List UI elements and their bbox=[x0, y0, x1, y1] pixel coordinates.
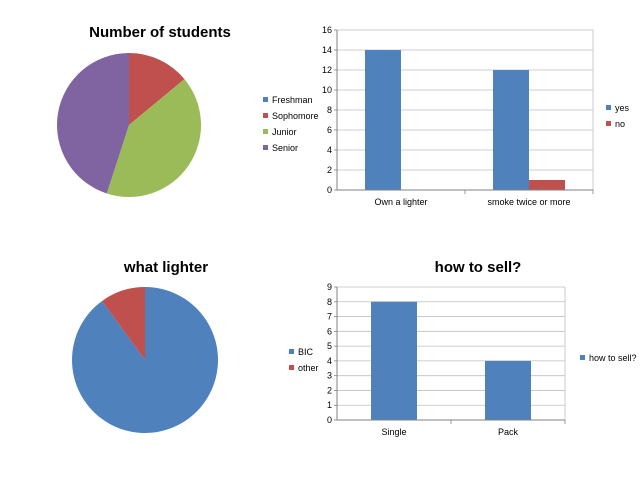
x-tick-label: Pack bbox=[498, 427, 519, 437]
lighter-smoke-bar-chart: 0 2 4 6 8 10 12 14 16 Own a lighter smoke twice or… bbox=[322, 25, 630, 207]
legend-swatch-bic bbox=[289, 349, 294, 354]
students-pie-chart: Number of students Freshman Sophomore Juni… bbox=[57, 24, 319, 198]
legend-label-sophomore: Sophomore bbox=[272, 111, 319, 121]
y-tick-label: 4 bbox=[327, 356, 332, 366]
legend-label-no: no bbox=[615, 119, 625, 129]
x-tick-label: Own a lighter bbox=[374, 197, 427, 207]
legend-swatch-no bbox=[606, 121, 611, 126]
legend-swatch-yes bbox=[606, 105, 611, 110]
bar-how-to-sell-pack bbox=[485, 360, 531, 420]
pie-slice-sophomore bbox=[129, 53, 185, 125]
y-tick-label: 5 bbox=[327, 341, 332, 351]
y-tick-label: 0 bbox=[327, 415, 332, 425]
legend-swatch-how-to-sell bbox=[580, 355, 585, 360]
y-tick-label: 2 bbox=[327, 165, 332, 175]
how-to-sell-bar-chart: how to sell? 0 1 2 3 4 5 6 7 8 9 Single Pack how to… bbox=[327, 259, 637, 437]
legend-swatch-junior bbox=[263, 129, 268, 134]
legend-label-senior: Senior bbox=[272, 143, 298, 153]
bar-yes-smoke-twice-or-more bbox=[493, 70, 529, 190]
y-tick-label: 6 bbox=[327, 125, 332, 135]
y-tick-label: 12 bbox=[322, 65, 332, 75]
legend-label-junior: Junior bbox=[272, 127, 297, 137]
y-tick-label: 2 bbox=[327, 385, 332, 395]
y-tick-label: 10 bbox=[322, 85, 332, 95]
y-tick-label: 8 bbox=[327, 297, 332, 307]
y-tick-label: 14 bbox=[322, 45, 332, 55]
chart-title: Number of students bbox=[89, 24, 231, 41]
x-tick-label: Single bbox=[381, 427, 406, 437]
y-tick-label: 4 bbox=[327, 145, 332, 155]
chart-title: how to sell? bbox=[435, 259, 522, 276]
legend-label-freshman: Freshman bbox=[272, 95, 313, 105]
pie-slice-other bbox=[102, 287, 145, 360]
legend-label-other: other bbox=[298, 363, 319, 373]
legend-swatch-senior bbox=[263, 145, 268, 150]
y-tick-label: 1 bbox=[327, 400, 332, 410]
y-tick-label: 6 bbox=[327, 326, 332, 336]
lighter-type-pie-chart: what lighter BIC other bbox=[71, 259, 319, 433]
legend-swatch-sophomore bbox=[263, 113, 268, 118]
bar-yes-own-a-lighter bbox=[365, 50, 401, 190]
y-tick-label: 7 bbox=[327, 312, 332, 322]
x-tick-label: smoke twice or more bbox=[487, 197, 570, 207]
legend-swatch-freshman bbox=[263, 97, 268, 102]
y-tick-label: 0 bbox=[327, 185, 332, 195]
legend-swatch-other bbox=[289, 365, 294, 370]
bar-how-to-sell-single bbox=[371, 301, 417, 420]
legend-label-bic: BIC bbox=[298, 347, 314, 357]
y-tick-label: 8 bbox=[327, 105, 332, 115]
y-tick-label: 16 bbox=[322, 25, 332, 35]
chart-title: what lighter bbox=[123, 259, 208, 276]
y-tick-label: 9 bbox=[327, 282, 332, 292]
bar-no-smoke-twice-or-more bbox=[529, 180, 565, 190]
pie-slice-senior bbox=[57, 53, 129, 194]
y-tick-label: 3 bbox=[327, 371, 332, 381]
pie-slice-junior bbox=[106, 79, 201, 198]
legend-label-how-to-sell: how to sell? bbox=[589, 353, 637, 363]
legend-label-yes: yes bbox=[615, 103, 630, 113]
